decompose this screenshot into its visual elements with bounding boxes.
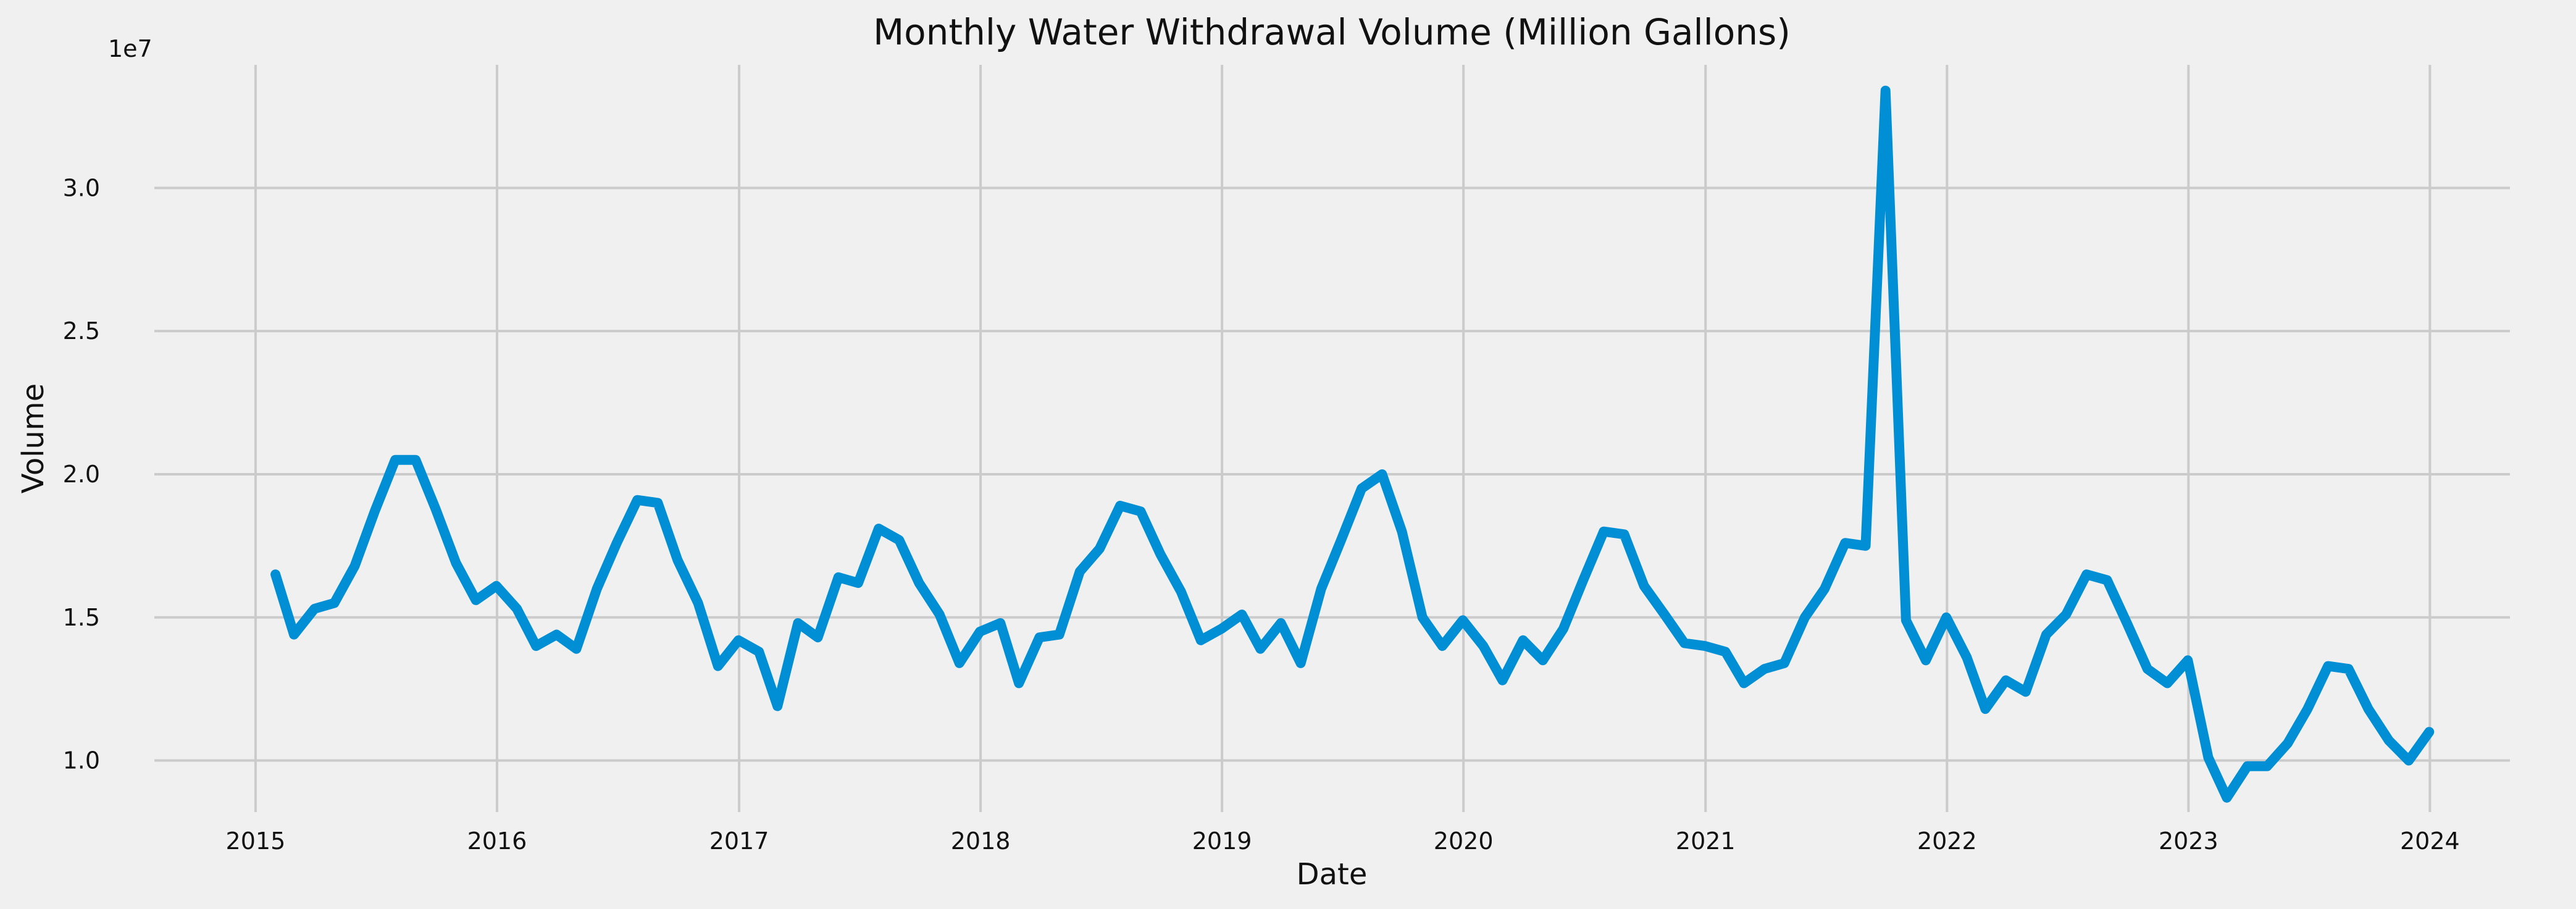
series-line [270,85,2435,803]
grid-lines [154,65,2510,812]
x-tick-label: 2020 [1434,827,1494,855]
y-tick-label: 1.5 [63,604,100,631]
y-tick-label: 2.0 [63,461,100,488]
x-tick-label: 2015 [226,827,286,855]
x-tick-label: 2023 [2159,827,2218,855]
series-group [270,85,2435,803]
x-tick-label: 2024 [2400,827,2460,855]
y-tick-label: 1.0 [63,747,100,774]
plot-area [154,65,2510,812]
y-tick-label: 2.5 [63,317,100,345]
y-axis-label: Volume [16,383,51,494]
y-tick-labels: 1.0 1.5 2.0 2.5 3.0 [63,174,100,774]
chart-title: Monthly Water Withdrawal Volume (Million… [873,11,1791,53]
x-tick-label: 2017 [709,827,769,855]
x-tick-label: 2021 [1676,827,1736,855]
x-tick-label: 2016 [467,827,527,855]
y-tick-label: 3.0 [63,174,100,201]
x-tick-label: 2022 [1917,827,1977,855]
x-tick-labels: 2015 2016 2017 2018 2019 2020 2021 2022 2023 2024 [226,827,2460,855]
x-tick-label: 2019 [1192,827,1252,855]
x-axis-label: Date [1297,857,1368,892]
x-tick-label: 2018 [951,827,1011,855]
y-offset-text: 1e7 [108,35,153,62]
